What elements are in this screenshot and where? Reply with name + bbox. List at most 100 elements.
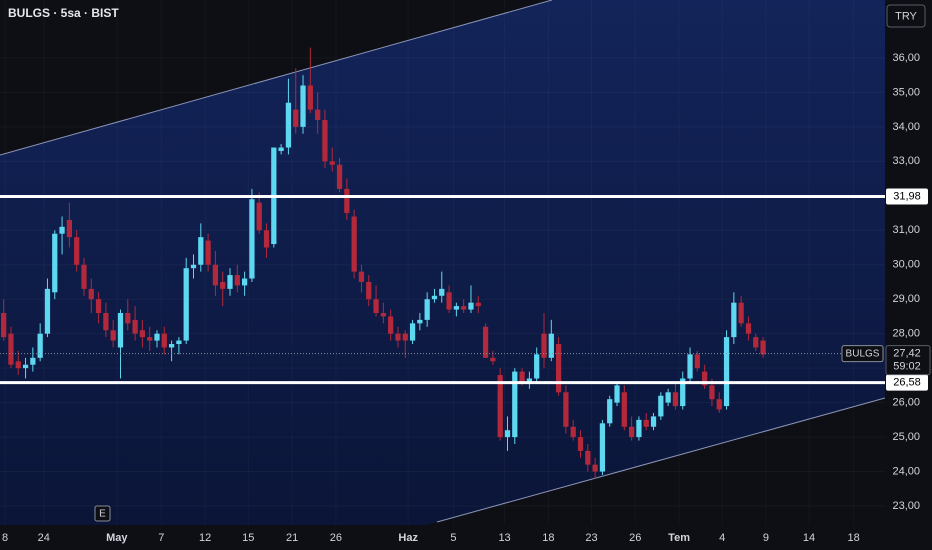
level-label-box [886,374,928,391]
y-tick-label: 31,00 [892,224,920,236]
x-tick-label: 18 [847,532,859,544]
candle-body [147,337,153,341]
level-label: 31,98 [893,190,921,202]
candle-body [753,337,759,348]
candle-body [37,333,43,358]
candle-body [461,306,467,310]
candle-body [183,268,189,341]
y-tick-label: 33,00 [892,155,920,167]
candle-body [475,302,481,307]
y-tick-label: 24,00 [892,465,920,477]
candle-body [526,378,533,382]
time-axis-bg [0,525,885,550]
candle-body [59,226,65,234]
currency-label[interactable]: TRY [895,10,917,22]
candle-body [66,219,72,238]
candle-body [672,392,679,407]
y-tick-label: 25,00 [892,431,920,443]
candle-body [117,313,124,348]
candle-body [504,430,511,438]
candle-body [373,299,379,314]
candle-body [453,306,460,310]
candle-body [161,333,167,348]
y-tick-label: 26,00 [892,397,920,409]
candle-body [585,450,591,465]
symbol-tag-box [841,345,884,363]
candle-body [168,344,175,348]
x-tick-label: 7 [158,532,164,544]
candle-body [541,333,547,358]
candle-body [125,313,131,324]
y-tick-label: 29,00 [892,293,920,305]
candle-body [366,281,372,300]
candle-body [380,313,386,317]
currency-button[interactable] [886,4,926,28]
candle-body [285,102,292,148]
level-label: 26,58 [893,377,921,389]
price-axis-bg [885,0,932,550]
candle-body [680,378,686,407]
y-tick-label: 36,00 [892,52,920,64]
countdown-label: 59:02 [893,361,921,373]
candle-body [395,333,401,341]
candle-body [694,354,700,369]
candle-body [1,313,7,338]
candle-body [15,361,21,369]
event-marker-box[interactable] [94,505,111,522]
candle-body [409,323,416,341]
candle-body [278,147,284,151]
candle-body [344,188,350,214]
candle-body [351,216,357,272]
level-label-box [886,188,928,205]
candle-body [322,119,328,162]
candle-body [249,199,255,279]
x-tick-label: 18 [542,532,554,544]
x-tick-label: 12 [199,532,211,544]
channel-fill [0,0,885,550]
candle-body [190,264,197,269]
candle-body [738,302,744,324]
y-tick-label: 34,00 [892,121,920,133]
candle-body [490,357,496,362]
x-tick-label: 15 [242,532,254,544]
candle-body [592,464,598,472]
candle-body [103,313,109,331]
candle-body [95,299,102,314]
candle-body [336,164,343,189]
symbol-tag: BULGS [846,348,880,359]
candle-body [621,392,627,427]
candle-body [402,333,408,341]
candle-body [760,340,766,355]
candle-body [176,340,182,345]
channel-upper-line [0,0,553,156]
candle-body [74,237,80,265]
candle-body [636,419,642,438]
channel-lower-line [436,397,886,523]
candle-body [198,237,204,265]
candle-body [512,371,518,438]
x-tick-label: 24 [38,532,50,544]
candle-body [563,392,569,427]
candle-body [241,278,248,286]
x-tick-label: Haz [398,532,418,544]
candle-body [439,288,445,296]
event-marker[interactable]: E [99,509,106,520]
candle-body [548,333,554,358]
candle-body [731,302,737,338]
candle-body [643,419,649,427]
x-tick-label: 23 [585,532,597,544]
candle-body [388,316,394,334]
candle-body [534,354,540,379]
candle-body [307,85,313,110]
candle-body [358,271,365,282]
candle-body [468,302,474,310]
candle-body [329,161,335,165]
candle-body [570,426,576,438]
x-tick-label: 4 [719,532,725,544]
last-price-label: 27,42 [893,348,921,360]
candle-body [300,85,306,127]
candle-body [614,385,620,403]
candle-body [315,109,321,120]
x-tick-label: 9 [763,532,769,544]
